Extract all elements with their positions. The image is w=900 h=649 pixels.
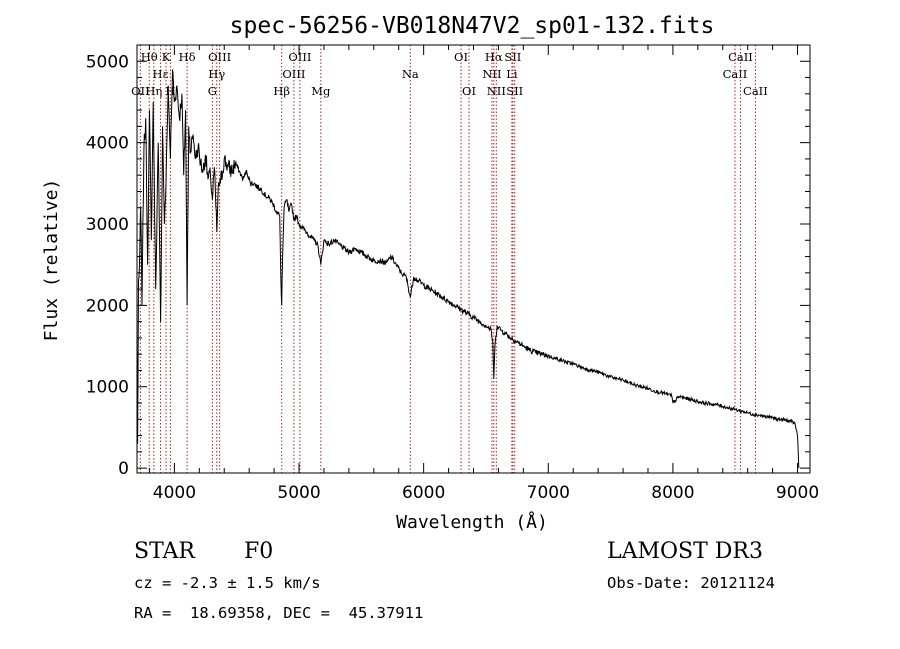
redshift-readout: cz = -2.3 ± 1.5 km/s	[134, 574, 321, 592]
line-marker-label: H	[165, 84, 175, 98]
line-marker-label: Mg	[311, 84, 331, 98]
line-marker-label: NII	[482, 67, 501, 81]
line-marker-label: OI	[462, 84, 476, 98]
line-marker-label: Hδ	[179, 50, 196, 64]
x-tick-label: 7000	[527, 483, 570, 503]
line-marker-label: Hε	[153, 67, 169, 81]
survey-name: LAMOST DR3	[607, 539, 763, 564]
chart-title: spec-56256-VB018N47V2_sp01-132.fits	[230, 13, 715, 39]
x-tick-label: 9000	[776, 483, 819, 503]
y-tick-label: 0	[118, 459, 129, 479]
line-marker-label: OIII	[282, 67, 305, 81]
spectral-subclass: F0	[244, 539, 274, 564]
x-tick-label: 5000	[277, 483, 320, 503]
line-marker-label: OI	[454, 50, 468, 64]
y-tick-label: 1000	[86, 378, 129, 398]
line-marker-label: CaII	[728, 50, 753, 64]
line-marker-label: K	[162, 50, 171, 64]
x-tick-label: 6000	[402, 483, 445, 503]
y-tick-label: 2000	[86, 296, 129, 316]
spectrum-series	[136, 69, 800, 469]
line-marker-label: Li	[506, 67, 518, 81]
spectrum-line	[136, 69, 800, 469]
line-marker-label: Hθ	[141, 50, 158, 64]
line-marker-label: CaII	[743, 84, 768, 98]
line-marker-label: CaII	[723, 67, 748, 81]
y-axis-label: Flux (relative)	[41, 179, 62, 342]
line-marker-label: SII	[506, 84, 523, 98]
line-marker-label: OIII	[288, 50, 311, 64]
object-class: STAR	[134, 539, 195, 564]
line-marker-label: Hγ	[208, 67, 225, 81]
line-marker-label: Hα	[485, 50, 503, 64]
line-marker-label: SII	[504, 50, 521, 64]
y-tick-label: 3000	[86, 215, 129, 235]
coordinates-readout: RA = 18.69358, DEC = 45.37911	[134, 604, 424, 622]
line-marker-label: OII	[131, 84, 150, 98]
x-tick-label: 8000	[651, 483, 694, 503]
line-marker-label: Na	[402, 67, 419, 81]
line-marker-label: Hη	[145, 84, 162, 98]
line-marker-label: NII	[487, 84, 506, 98]
plot-axes	[136, 44, 811, 474]
line-marker-label: Hβ	[273, 84, 290, 98]
line-markers: OII Hθ Hη Hε K H Hδ G Hγ OIII Hβ OIII OIII Mg Na OI OI NI…	[131, 45, 768, 473]
x-axis-label: Wavelength (Å)	[396, 511, 548, 533]
observation-date: Obs-Date: 20121124	[607, 574, 775, 592]
line-marker-label: G	[208, 84, 217, 98]
y-tick-label: 4000	[86, 134, 129, 154]
plot-frame	[136, 44, 811, 474]
y-tick-label: 5000	[86, 52, 129, 72]
line-marker-label: OIII	[208, 50, 231, 64]
axis-ticks: 4000 5000 6000 7000 8000 9000 0 1000 2000 3000 400…	[86, 45, 819, 503]
x-tick-label: 4000	[153, 483, 196, 503]
